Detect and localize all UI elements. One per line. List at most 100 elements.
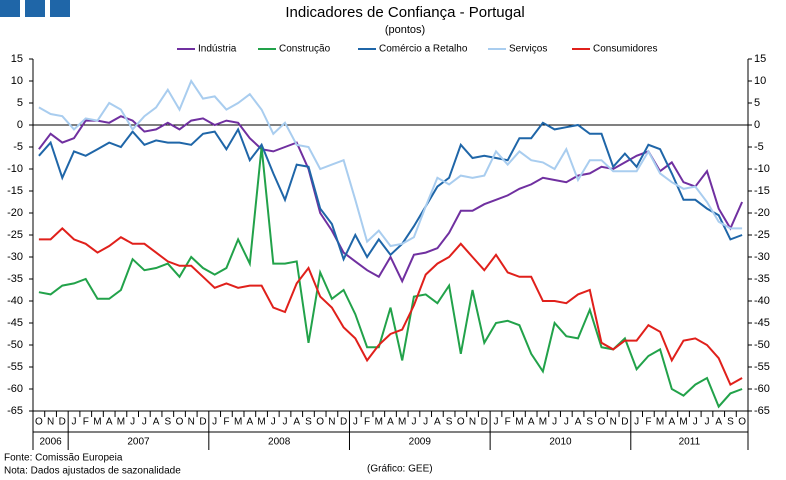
x-tick-label: D — [481, 417, 488, 428]
x-tick-label: D — [59, 417, 66, 428]
y2-tick-label: -50 — [754, 339, 770, 351]
x-tick-label: J — [693, 417, 698, 428]
logo-block — [25, 0, 45, 17]
x-tick-label: M — [539, 417, 547, 428]
y-tick-label: 15 — [11, 53, 23, 65]
x-tick-label: A — [575, 417, 582, 428]
y-tick-label: -25 — [7, 229, 23, 241]
x-tick-label: J — [212, 417, 217, 428]
x-tick-label: J — [283, 417, 288, 428]
x-tick-label: F — [364, 417, 370, 428]
x-tick-label: M — [398, 417, 406, 428]
year-label: 2010 — [549, 437, 572, 448]
x-tick-label: J — [704, 417, 709, 428]
x-tick-label: J — [271, 417, 276, 428]
x-tick-label: J — [634, 417, 639, 428]
y-tick-label: -5 — [13, 141, 23, 153]
series-line — [38, 227, 743, 387]
x-tick-label: J — [552, 417, 557, 428]
logo-block — [50, 0, 70, 17]
credit: (Gráfico: GEE) — [367, 464, 433, 475]
x-tick-label: S — [727, 417, 734, 428]
x-tick-label: J — [130, 417, 135, 428]
y2-tick-label: -60 — [754, 383, 770, 395]
legend-label: Indústria — [198, 44, 237, 55]
y2-tick-label: -55 — [754, 361, 770, 373]
x-tick-label: A — [247, 417, 254, 428]
legend-label: Serviços — [509, 44, 547, 55]
x-tick-label: J — [564, 417, 569, 428]
x-tick-label: S — [446, 417, 453, 428]
y2-tick-label: -10 — [754, 163, 770, 175]
x-tick-label: O — [35, 417, 43, 428]
x-tick-label: F — [505, 417, 511, 428]
year-label: 2008 — [268, 437, 291, 448]
x-tick-label: M — [375, 417, 383, 428]
y-tick-label: -20 — [7, 207, 23, 219]
legend-label: Comércio a Retalho — [379, 44, 468, 55]
y-tick-label: -40 — [7, 295, 23, 307]
x-tick-label: O — [457, 417, 465, 428]
x-tick-label: S — [164, 417, 171, 428]
x-tick-label: N — [47, 417, 54, 428]
x-tick-label: A — [715, 417, 722, 428]
y2-tick-label: -45 — [754, 317, 770, 329]
x-tick-label: M — [93, 417, 101, 428]
x-tick-label: O — [176, 417, 184, 428]
x-tick-label: N — [188, 417, 195, 428]
y2-tick-label: -15 — [754, 185, 770, 197]
x-tick-label: A — [106, 417, 113, 428]
y2-tick-label: 15 — [754, 53, 766, 65]
y-tick-label: 5 — [17, 97, 23, 109]
y-tick-label: -10 — [7, 163, 23, 175]
y2-tick-label: 0 — [754, 119, 760, 131]
x-tick-label: S — [586, 417, 593, 428]
x-tick-label: J — [72, 417, 77, 428]
x-tick-label: J — [423, 417, 428, 428]
x-tick-label: M — [679, 417, 687, 428]
x-tick-label: M — [656, 417, 664, 428]
source-note: Fonte: Comissão Europeia — [4, 453, 123, 464]
y2-tick-label: -25 — [754, 229, 770, 241]
chart-title: Indicadores de Confiança - Portugal — [285, 4, 524, 21]
y-tick-label: -15 — [7, 185, 23, 197]
x-tick-label: D — [340, 417, 347, 428]
x-tick-label: O — [738, 417, 746, 428]
x-tick-label: A — [528, 417, 535, 428]
y-tick-label: -45 — [7, 317, 23, 329]
y2-tick-label: -5 — [754, 141, 764, 153]
year-label: 2006 — [39, 437, 62, 448]
x-tick-label: D — [199, 417, 206, 428]
x-tick-label: O — [598, 417, 606, 428]
x-tick-label: N — [469, 417, 476, 428]
year-label: 2009 — [409, 437, 432, 448]
x-tick-label: A — [293, 417, 300, 428]
x-tick-label: N — [328, 417, 335, 428]
y2-tick-label: -35 — [754, 273, 770, 285]
x-tick-label: F — [645, 417, 651, 428]
y-tick-label: -60 — [7, 383, 23, 395]
note: Nota: Dados ajustados de sazonalidade — [4, 466, 181, 477]
y-tick-label: -50 — [7, 339, 23, 351]
x-tick-label: A — [387, 417, 394, 428]
y-tick-label: 10 — [11, 75, 23, 87]
x-tick-label: A — [153, 417, 160, 428]
y2-tick-label: 5 — [754, 97, 760, 109]
year-label: 2007 — [127, 437, 150, 448]
y-tick-label: -35 — [7, 273, 23, 285]
logo-block — [0, 0, 20, 17]
x-tick-label: M — [234, 417, 242, 428]
x-tick-label: F — [223, 417, 229, 428]
year-label: 2011 — [679, 437, 701, 448]
series-line — [38, 115, 744, 284]
y2-tick-label: 10 — [754, 75, 766, 87]
x-tick-label: J — [353, 417, 358, 428]
x-tick-label: M — [257, 417, 265, 428]
x-tick-label: A — [668, 417, 675, 428]
x-tick-label: N — [610, 417, 617, 428]
x-tick-label: J — [411, 417, 416, 428]
x-tick-label: S — [305, 417, 312, 428]
chart-subtitle: (pontos) — [385, 24, 425, 36]
